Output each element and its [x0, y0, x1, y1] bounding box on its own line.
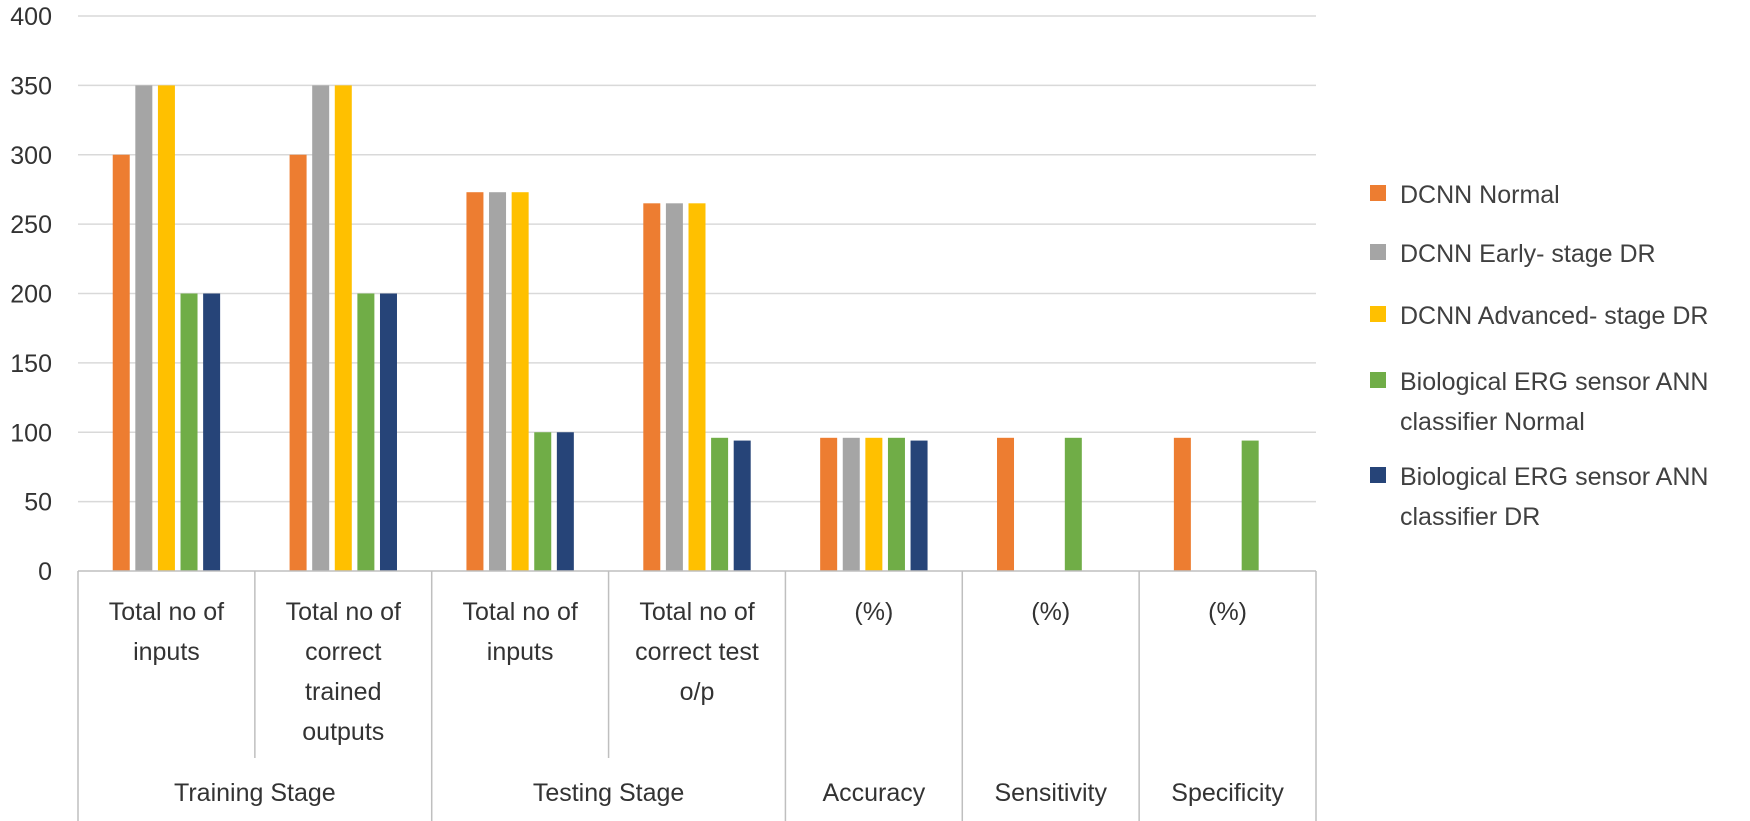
bar	[665, 203, 683, 571]
category-labels: Total no of inputs Total no of correct train…	[109, 598, 1285, 807]
bar	[157, 85, 175, 571]
bar	[1241, 440, 1259, 571]
legend-entry: Biological ERG sensor ANN classifier Norm…	[1400, 368, 1708, 436]
legend-entry: Biological ERG sensor ANN classifier DR	[1400, 463, 1708, 531]
category-label: (%)	[1208, 598, 1247, 626]
group-label: Testing Stage	[533, 779, 685, 807]
group-label: Training Stage	[174, 779, 336, 807]
bar	[1173, 437, 1191, 571]
y-tick-label: 350	[10, 72, 52, 100]
bar	[203, 293, 221, 571]
category-label: Total no of correct test o/p	[635, 598, 759, 706]
category-label: Total no of inputs	[462, 598, 577, 666]
legend: DCNN Normal DCNN Early- stage DR DCNN Adva…	[1370, 181, 1708, 531]
bar	[643, 203, 661, 571]
legend-swatch	[1370, 372, 1386, 388]
group-label: Accuracy	[822, 779, 925, 807]
y-tick-label: 50	[24, 489, 52, 517]
bar	[820, 437, 838, 571]
bar	[312, 85, 330, 571]
y-axis-ticks: 0 50 100 150 200 250 300 350 400	[10, 3, 52, 586]
bar	[180, 293, 198, 571]
y-tick-label: 150	[10, 350, 52, 378]
bar	[556, 432, 574, 571]
legend-swatch	[1370, 185, 1386, 201]
legend-swatch	[1370, 467, 1386, 483]
legend-entry: DCNN Early- stage DR	[1400, 240, 1656, 268]
group-label: Sensitivity	[994, 779, 1107, 807]
bar	[379, 293, 397, 571]
bar	[688, 203, 706, 571]
x-axis	[77, 570, 1317, 821]
bar	[865, 437, 883, 571]
bar	[733, 440, 751, 571]
group-label: Specificity	[1171, 779, 1284, 807]
bar	[511, 192, 529, 571]
y-tick-label: 250	[10, 211, 52, 239]
y-tick-label: 200	[10, 281, 52, 309]
bar	[466, 192, 484, 571]
bar	[334, 85, 352, 571]
legend-swatch	[1370, 306, 1386, 322]
category-label: Total no of inputs	[109, 598, 224, 666]
bar	[887, 437, 905, 571]
legend-entry: DCNN Normal	[1400, 181, 1560, 209]
bar	[711, 437, 729, 571]
category-label: Total no of correct trained outputs	[286, 598, 401, 746]
bar	[357, 293, 375, 571]
bar	[997, 437, 1015, 571]
bar	[842, 437, 860, 571]
bar	[112, 154, 130, 571]
bar	[534, 432, 552, 571]
y-tick-label: 0	[38, 558, 52, 586]
bar	[1064, 437, 1082, 571]
legend-entry: DCNN Advanced- stage DR	[1400, 302, 1708, 330]
bar	[489, 192, 507, 571]
y-tick-label: 100	[10, 419, 52, 447]
category-label: (%)	[854, 598, 893, 626]
bars	[112, 85, 1259, 571]
legend-swatch	[1370, 244, 1386, 260]
y-tick-label: 400	[10, 3, 52, 31]
bar	[289, 154, 307, 571]
bar	[910, 440, 928, 571]
y-tick-label: 300	[10, 142, 52, 170]
category-label: (%)	[1031, 598, 1070, 626]
bar	[135, 85, 153, 571]
